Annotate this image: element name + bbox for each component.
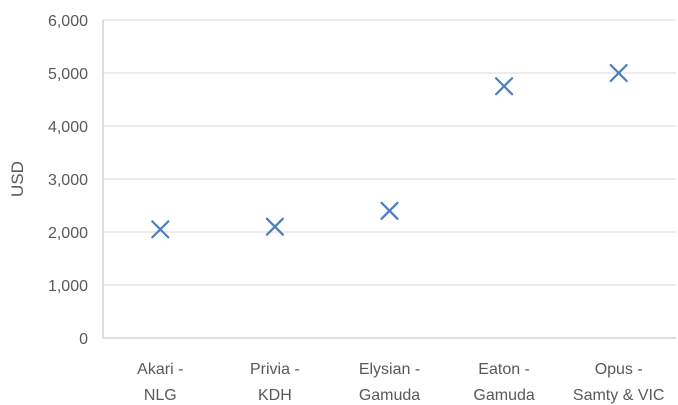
y-axis-title: USD [8,161,27,197]
x-tick-label-4: Opus -Samty & VIC [573,361,665,404]
data-point-1 [265,217,284,236]
y-tick-label-1: 1,000 [48,278,88,295]
x-tick-labels: Akari -NLG Privia -KDH Elysian -Gamuda Eato… [137,361,664,404]
y-tick-label-5: 5,000 [48,66,88,83]
x-tick-label-0: Akari -NLG [137,361,183,404]
data-point-3 [495,77,514,96]
x-tick-label-1: Privia -KDH [250,361,300,404]
y-tick-label-6: 6,000 [48,13,88,30]
data-point-4 [609,63,628,83]
y-tick-label-4: 4,000 [48,119,88,136]
y-tick-label-0: 0 [79,331,88,348]
axis-layer [102,20,676,339]
y-tick-labels: 0 1,000 2,000 3,000 4,000 5,000 6,000 [48,13,88,348]
y-tick-label-2: 2,000 [48,225,88,242]
y-tick-label-3: 3,000 [48,172,88,189]
data-points [151,63,628,239]
x-tick-label-2: Elysian -Gamuda [359,361,420,404]
data-point-0 [151,220,170,239]
data-point-2 [380,201,399,220]
x-tick-label-3: Eaton -Gamuda [473,361,534,404]
grid-layer [103,19,676,286]
